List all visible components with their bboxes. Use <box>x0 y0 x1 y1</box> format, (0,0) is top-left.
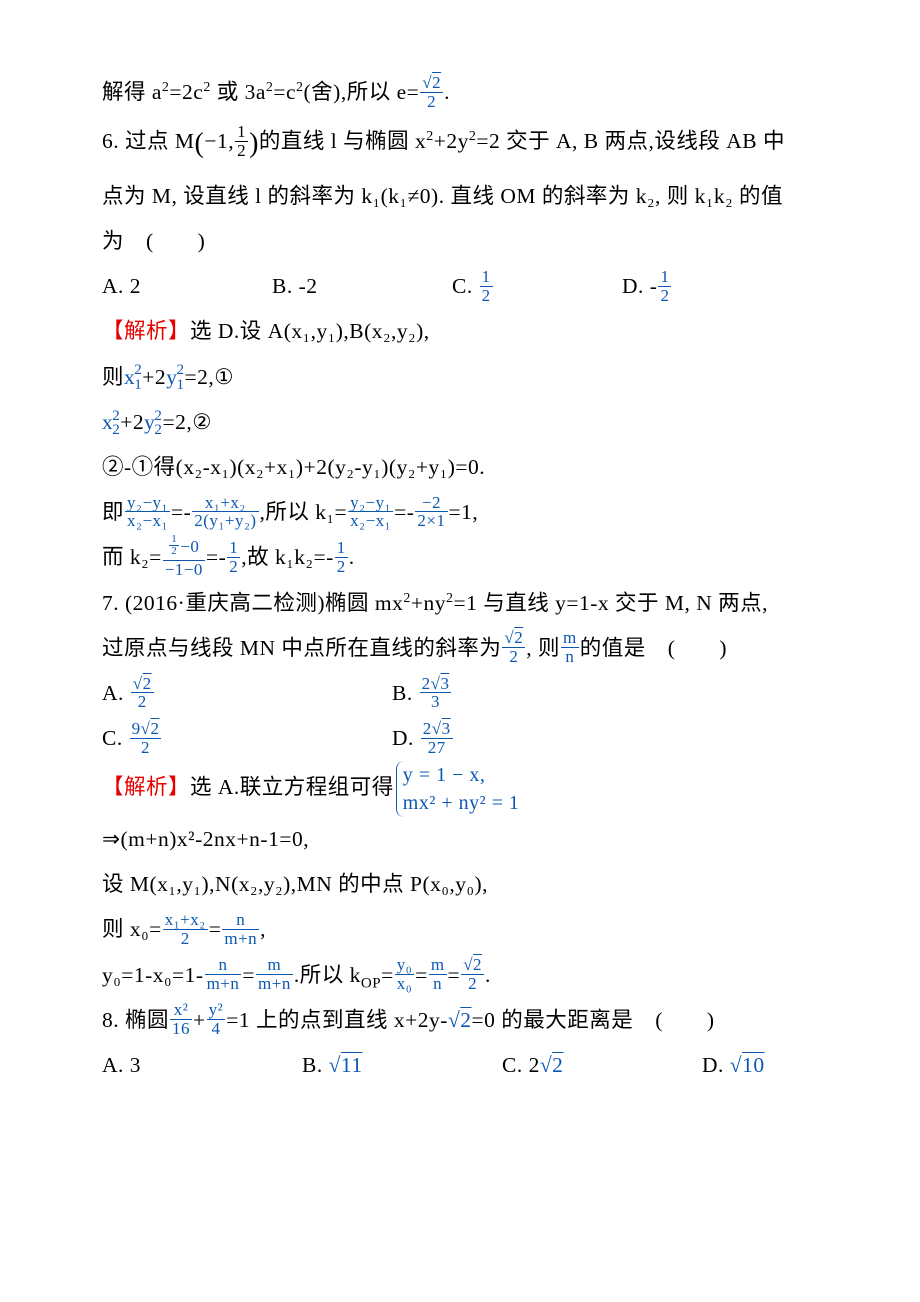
text: 则 x₀= <box>102 917 162 941</box>
text: 解得 a <box>102 80 162 104</box>
option-a: A. √22 <box>102 671 392 716</box>
text: = <box>242 963 255 987</box>
option-d: D. 2√327 <box>392 716 454 761</box>
text: + <box>193 1008 206 1032</box>
text: 6. 过点 M <box>102 129 195 153</box>
text: =0 的最大距离是 ( ) <box>472 1008 715 1032</box>
text: 7. (2016·重庆高二检测)椭圆 mx <box>102 591 403 615</box>
text: +2 <box>142 365 166 389</box>
option-a: A. 3 <box>102 1043 302 1088</box>
option-row: A. 3 B. √11 C. 2√2 D. √10 <box>102 1043 820 1088</box>
text: ,所以 k₁= <box>260 500 348 524</box>
text: =1, <box>449 500 479 524</box>
fraction: √22 <box>420 74 443 111</box>
text-line: 解得 a2=2c2 或 3a2=c2(舍),所以 e=√22. <box>102 70 820 115</box>
brace-icon: y = 1 − x,mx² + ny² = 1 <box>396 761 520 817</box>
text: ,故 k₁k₂=- <box>241 545 334 569</box>
paren-open: ( <box>195 128 205 159</box>
text: =- <box>206 545 226 569</box>
text-line: 设 M(x₁,y₁),N(x₂,y₂),MN 的中点 P(x₀,y₀), <box>102 862 820 907</box>
text: (舍),所以 e= <box>304 80 420 104</box>
paren-close: ) <box>249 128 259 159</box>
text: ⇒(m+n)x²-2nx+n-1=0, <box>102 827 309 851</box>
text: 过原点与线段 MN 中点所在直线的斜率为 <box>102 636 501 660</box>
option-d: D. -12 <box>622 264 672 309</box>
text-line: 为 ( ) <box>102 219 820 264</box>
text-line: 即y₂−y₁x₂−x₁=-x₁+x₂2(y₁+y₂),所以 k₁=y₂−y₁x₂… <box>102 490 820 535</box>
text: .所以 k <box>294 963 361 987</box>
option-row: C. 9√22 D. 2√327 <box>102 716 820 761</box>
text: 为 ( ) <box>102 229 205 253</box>
text-line: 而 k₂=12−0−1−0=-12,故 k₁k₂=-12. <box>102 535 820 581</box>
text: −1, <box>204 129 234 153</box>
text-line: 7. (2016·重庆高二检测)椭圆 mx2+ny2=1 与直线 y=1-x 交… <box>102 581 820 626</box>
text: , <box>260 917 266 941</box>
text: =2,② <box>162 410 212 434</box>
text-line: ⇒(m+n)x²-2nx+n-1=0, <box>102 817 820 862</box>
option-c: C. 12 <box>452 264 622 309</box>
text: 而 k₂= <box>102 545 162 569</box>
option-b: B. 2√33 <box>392 671 452 716</box>
text: =- <box>394 500 414 524</box>
text: . <box>349 545 355 569</box>
text: 则 <box>102 365 124 389</box>
text: =- <box>171 500 191 524</box>
text: 设 M(x₁,y₁),N(x₂,y₂),MN 的中点 P(x₀,y₀), <box>102 872 488 896</box>
text-line: 点为 M, 设直线 l 的斜率为 k₁(k₁≠0). 直线 OM 的斜率为 k₂… <box>102 174 820 219</box>
fraction: 12 <box>235 123 248 160</box>
text: =1 与直线 y=1-x 交于 M, N 两点, <box>453 591 768 615</box>
text-line: 6. 过点 M(−1,12)的直线 l 与椭圆 x2+2y2=2 交于 A, B… <box>102 115 820 174</box>
analysis-label: 【解析】 <box>102 775 190 799</box>
text: +2y <box>434 129 469 153</box>
text: . <box>485 963 491 987</box>
option-row: A. 2 B. -2 C. 12 D. -12 <box>102 264 820 309</box>
text: 的直线 l 与椭圆 x <box>259 129 426 153</box>
text-line: 【解析】选 A.联立方程组可得y = 1 − x,mx² + ny² = 1 <box>102 761 820 817</box>
text: 选 A.联立方程组可得 <box>190 775 394 799</box>
text: = <box>448 963 461 987</box>
text: . <box>444 80 450 104</box>
document-page: 解得 a2=2c2 或 3a2=c2(舍),所以 e=√22. 6. 过点 M(… <box>0 0 920 1158</box>
text: =2,① <box>184 365 234 389</box>
text: +2 <box>120 410 144 434</box>
text-line: 8. 椭圆x²16+y²4=1 上的点到直线 x+2y-√2=0 的最大距离是 … <box>102 998 820 1043</box>
text: = <box>209 917 222 941</box>
text: =c <box>273 80 296 104</box>
text-line: 【解析】选 D.设 A(x₁,y₁),B(x₂,y₂), <box>102 309 820 354</box>
text: 点为 M, 设直线 l 的斜率为 k₁(k₁≠0). 直线 OM 的斜率为 k₂… <box>102 184 783 208</box>
text: ②-①得(x₂-x₁)(x₂+x₁)+2(y₂-y₁)(y₂+y₁)=0. <box>102 455 485 479</box>
text-line: x22+2y22=2,② <box>102 400 820 445</box>
text: =2 交于 A, B 两点,设线段 AB 中 <box>476 129 785 153</box>
text: 选 D.设 A(x₁,y₁),B(x₂,y₂), <box>190 319 430 343</box>
text: 8. 椭圆 <box>102 1008 169 1032</box>
text-line: 过原点与线段 MN 中点所在直线的斜率为√22, 则mn的值是 ( ) <box>102 626 820 671</box>
text: 即 <box>102 500 124 524</box>
option-c: C. 9√22 <box>102 716 392 761</box>
text-line: y₀=1-x₀=1-nm+n=mm+n.所以 kOP=y₀x₀=mn=√22. <box>102 953 820 998</box>
text-line: ②-①得(x₂-x₁)(x₂+x₁)+2(y₂-y₁)(y₂+y₁)=0. <box>102 445 820 490</box>
text: = <box>415 963 428 987</box>
text: +ny <box>411 591 446 615</box>
analysis-label: 【解析】 <box>102 319 190 343</box>
option-a: A. 2 <box>102 264 272 309</box>
option-b: B. √11 <box>302 1043 502 1088</box>
option-row: A. √22 B. 2√33 <box>102 671 820 716</box>
text: =1 上的点到直线 x+2y- <box>226 1008 448 1032</box>
text: , 则 <box>526 636 560 660</box>
option-c: C. 2√2 <box>502 1043 702 1088</box>
option-b: B. -2 <box>272 264 452 309</box>
option-d: D. √10 <box>702 1043 765 1088</box>
text: y₀=1-x₀=1- <box>102 963 204 987</box>
text: =2c <box>169 80 203 104</box>
text: = <box>381 963 394 987</box>
text: 或 3a <box>211 80 266 104</box>
text: 的值是 ( ) <box>580 636 727 660</box>
text-line: 则x21+2y21=2,① <box>102 355 820 400</box>
text-line: 则 x₀=x₁+x₂2=nm+n, <box>102 907 820 952</box>
